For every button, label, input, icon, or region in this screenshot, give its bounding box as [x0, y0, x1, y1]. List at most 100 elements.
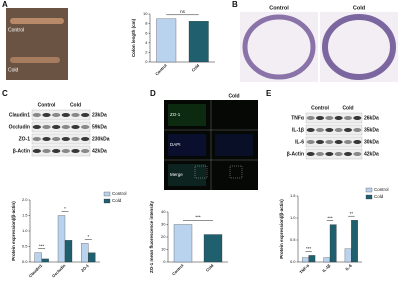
blot-band: [334, 140, 343, 144]
x-tick-label: IL-1β: [321, 263, 332, 274]
blot-band: [316, 152, 324, 156]
legend-label: Cold: [112, 198, 122, 203]
legend-swatch: [103, 198, 111, 204]
bar: [329, 224, 337, 263]
significance: ns: [180, 9, 186, 14]
significance: ***: [306, 246, 312, 251]
histology-image: [240, 12, 318, 82]
legend-label: Control: [112, 191, 127, 196]
blot-band: [334, 116, 343, 120]
blot-weight: 23kDa: [92, 112, 107, 118]
colon: [10, 57, 60, 63]
x-tick-label: TNF-α: [298, 263, 310, 275]
tissue: [322, 14, 396, 80]
panel-letter: C: [2, 89, 8, 98]
y-tick-label: 1.0: [290, 215, 296, 220]
y-tick-label: 0: [163, 259, 166, 264]
blot-weight: 30kDa: [364, 139, 379, 145]
bar: [173, 224, 193, 263]
blot-protein: β-Actin: [287, 151, 304, 157]
y-tick-label: 4: [145, 40, 148, 45]
blot-band: [42, 137, 51, 141]
row-label: ZO-1: [170, 112, 181, 117]
blot-band: [306, 128, 315, 132]
blot-band: [52, 137, 61, 141]
bar: [302, 257, 309, 263]
blot-band: [81, 125, 90, 129]
blot-band: [61, 113, 70, 117]
histology-image: [320, 12, 398, 82]
x-tick-label: Control: [154, 63, 168, 77]
y-tick-label: 0.5: [290, 237, 296, 242]
x-tick-label: IL-6: [344, 262, 353, 271]
dapi-signal: [168, 134, 206, 156]
blot-band: [306, 152, 315, 156]
blot-protein: ZO-1: [19, 136, 31, 142]
blot-band: [316, 116, 324, 120]
y-tick-label: 2: [145, 49, 148, 54]
blot-band: [344, 152, 352, 156]
column-label: Control: [269, 5, 289, 11]
legend-label: Cold: [374, 194, 384, 199]
zoom-box: [194, 165, 208, 179]
blot-band: [306, 116, 315, 120]
blot-band: [61, 149, 70, 153]
bar: [64, 240, 73, 263]
blot-band: [32, 149, 41, 153]
blot-band: [42, 149, 51, 153]
legend-label: Control: [374, 187, 389, 192]
row-label: Merge: [170, 172, 183, 177]
bar: [81, 243, 89, 263]
bar: [323, 257, 331, 263]
blot-band: [71, 149, 80, 153]
tissue: [242, 14, 316, 80]
blot-band: [81, 149, 90, 153]
blot-weight: 35kDa: [364, 127, 379, 133]
y-tick-label: 1.0: [22, 228, 28, 233]
blot-strip: [305, 136, 363, 148]
zoom-box: [229, 165, 243, 179]
blot-band: [71, 137, 80, 141]
y-tick-label: 0.0: [290, 259, 296, 264]
blot-protein: Claudin1: [9, 112, 30, 118]
column-label: Cold: [228, 93, 239, 99]
blot-band: [344, 140, 352, 144]
blot-strip: [305, 124, 363, 136]
blot-band: [344, 116, 352, 120]
dapi-signal: [215, 134, 253, 156]
y-tick-label: 1.5: [290, 193, 296, 198]
blot-band: [353, 128, 362, 132]
blot-protein: IL-1β: [292, 127, 304, 133]
blot-band: [32, 137, 41, 141]
x-tick-label: ZO-1: [80, 262, 91, 273]
y-axis-label: Protein expression(/β-actin): [11, 201, 16, 261]
y-tick-label: 6: [145, 30, 148, 35]
blot-protein: Occludin: [9, 124, 30, 130]
bar: [308, 255, 316, 263]
blot-band: [32, 125, 41, 129]
blot-band: [52, 125, 61, 129]
blot-strip: [305, 112, 363, 124]
blot-band: [61, 125, 70, 129]
blot-column: Cold: [70, 102, 81, 108]
y-tick-label: 2.0: [22, 197, 28, 202]
blot-column: Cold: [342, 105, 353, 111]
y-tick-label: 20: [161, 234, 166, 239]
blot-band: [316, 128, 324, 132]
blot-band: [325, 140, 334, 144]
blot-band: [334, 152, 343, 156]
blot-band: [353, 140, 362, 144]
blot-column: Control: [38, 102, 56, 108]
blot-band: [325, 152, 334, 156]
significance: ***: [195, 215, 201, 220]
significance: ***: [327, 215, 333, 220]
blot-weight: 26kDa: [364, 115, 379, 121]
blot-band: [71, 113, 80, 117]
blot-band: [334, 128, 343, 132]
x-tick-label: Occludin: [51, 263, 67, 279]
blot-band: [353, 116, 362, 120]
blot-protein: TNFα: [291, 115, 305, 121]
x-tick-label: Claudin1: [28, 262, 44, 278]
y-tick-label: 8: [145, 21, 148, 26]
